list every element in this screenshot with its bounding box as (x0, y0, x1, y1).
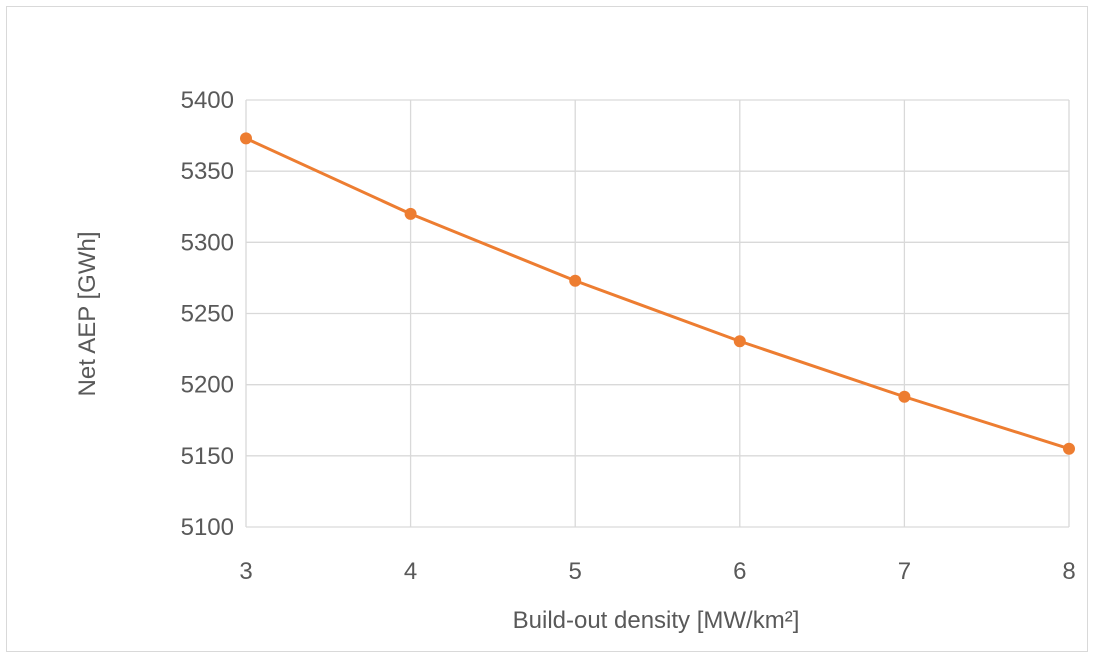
data-point (240, 132, 252, 145)
data-point (898, 390, 911, 403)
y-tick-label: 5300 (181, 229, 234, 256)
data-point (733, 335, 746, 348)
x-tick-label: 6 (733, 558, 746, 585)
y-tick-label: 5400 (181, 87, 234, 114)
x-axis-label: Build-out density [MW/km²] (513, 607, 800, 634)
data-point (404, 207, 417, 220)
gridlines (245, 99, 1070, 528)
x-tick-labels: 3 4 5 6 7 8 (239, 558, 1075, 585)
x-tick-label: 3 (239, 558, 252, 585)
chart-frame (6, 6, 1088, 652)
y-tick-label: 5250 (181, 301, 234, 328)
y-tick-label: 5200 (181, 372, 234, 399)
y-tick-label: 5350 (181, 158, 234, 185)
y-tick-label: 5100 (181, 514, 234, 541)
x-tick-label: 5 (569, 558, 582, 585)
x-tick-label: 8 (1062, 558, 1075, 585)
data-point (569, 274, 582, 287)
data-point (1063, 442, 1075, 455)
y-axis-label: Net AEP [GWh] (74, 232, 101, 397)
y-tick-labels: 5100 5150 5200 5250 5300 5350 5400 (181, 87, 234, 541)
series-layer (240, 132, 1075, 455)
y-tick-label: 5150 (181, 443, 234, 470)
series-line (244, 136, 1071, 451)
x-tick-label: 4 (404, 558, 417, 585)
x-tick-label: 7 (898, 558, 911, 585)
